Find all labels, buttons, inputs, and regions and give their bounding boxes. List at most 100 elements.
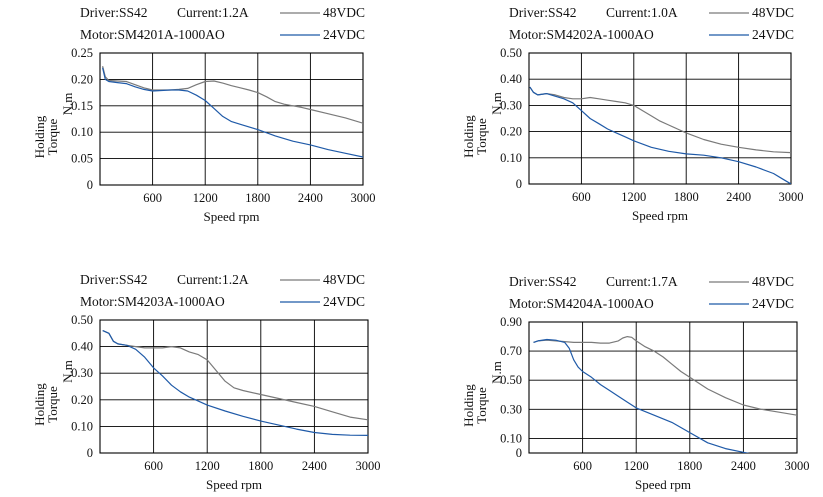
driver-label: Driver:SS42: [509, 274, 577, 289]
legend-label-24vdc: 24VDC: [323, 27, 365, 42]
y-tick-label: 0: [87, 178, 93, 192]
plot-frame: [99, 52, 364, 186]
x-tick-label: 2400: [726, 190, 751, 204]
x-tick-label: 1800: [677, 459, 702, 473]
y-tick-label: 0.10: [500, 431, 522, 445]
x-tick-label: 2400: [298, 191, 323, 205]
y-axis-label-torque: Torque: [45, 386, 60, 423]
y-axis-unit: N.m: [60, 93, 75, 116]
y-tick-label: 0.25: [71, 46, 93, 60]
series-line-48vdc: [529, 86, 791, 154]
x-tick-label: 2400: [731, 459, 756, 473]
x-tick-label: 1800: [248, 459, 273, 473]
legend-label-48vdc: 48VDC: [323, 272, 365, 287]
legend-label-48vdc: 48VDC: [323, 5, 365, 20]
y-tick-label: 0.50: [500, 46, 522, 60]
y-tick-label: 0.30: [500, 98, 522, 112]
y-tick-label: 0.20: [500, 125, 522, 139]
series-line-24vdc: [102, 67, 363, 158]
y-axis-unit: N.m: [489, 361, 504, 384]
x-tick-label: 600: [573, 459, 592, 473]
y-tick-label: 0: [87, 446, 93, 460]
driver-label: Driver:SS42: [80, 272, 148, 287]
y-tick-label: 0.10: [500, 151, 522, 165]
series-line-48vdc: [102, 66, 363, 124]
x-axis-label: Speed rpm: [204, 209, 260, 224]
series-line-24vdc: [533, 338, 750, 453]
x-tick-label: 600: [572, 190, 591, 204]
series-line-24vdc: [529, 86, 791, 184]
legend-label-24vdc: 24VDC: [323, 294, 365, 309]
y-axis-label-holding: Holding: [461, 115, 476, 158]
series-line-48vdc: [533, 336, 797, 416]
y-tick-label: 0.20: [71, 72, 93, 86]
y-axis-label-torque: Torque: [474, 387, 489, 424]
series-line-24vdc: [102, 330, 368, 436]
y-tick-label: 0.50: [71, 313, 93, 327]
x-tick-label: 3000: [779, 190, 804, 204]
legend-label-48vdc: 48VDC: [752, 274, 794, 289]
y-tick-label: 0.70: [500, 344, 522, 358]
plot-frame: [99, 319, 369, 454]
x-tick-label: 1800: [245, 191, 270, 205]
series-line-48vdc: [102, 330, 368, 421]
y-tick-label: 0.30: [71, 366, 93, 380]
plot-frame: [528, 52, 792, 185]
y-tick-label: 0.30: [500, 402, 522, 416]
y-tick-label: 0.10: [71, 125, 93, 139]
current-label: Current:1.2A: [177, 272, 249, 287]
x-tick-label: 1200: [624, 459, 649, 473]
driver-label: Driver:SS42: [509, 5, 577, 20]
grid-lines: [529, 53, 791, 184]
driver-label: Driver:SS42: [80, 5, 148, 20]
y-axis-label-holding: Holding: [32, 383, 47, 426]
x-tick-label: 1200: [621, 190, 646, 204]
x-axis-label: Speed rpm: [635, 477, 691, 492]
grid-lines: [529, 322, 797, 453]
motor-label: Motor:SM4204A-1000AO: [509, 296, 654, 311]
torque-chart-3: Driver:SS42 Current:1.2A Motor:SM4203A-100…: [32, 272, 381, 492]
grid-lines: [100, 320, 368, 453]
plot-frame: [528, 321, 798, 454]
y-tick-label: 0.40: [500, 72, 522, 86]
x-tick-label: 1200: [195, 459, 220, 473]
x-axis-label: Speed rpm: [632, 208, 688, 223]
y-tick-label: 0.05: [71, 152, 93, 166]
motor-label: Motor:SM4202A-1000AO: [509, 27, 654, 42]
y-tick-label: 0.50: [500, 373, 522, 387]
x-tick-label: 3000: [356, 459, 381, 473]
y-axis-label-holding: Holding: [32, 115, 47, 158]
torque-chart-4: Driver:SS42 Current:1.7A Motor:SM4204A-100…: [461, 274, 810, 492]
current-label: Current:1.2A: [177, 5, 249, 20]
y-tick-label: 0.90: [500, 315, 522, 329]
current-label: Current:1.7A: [606, 274, 678, 289]
x-tick-label: 1800: [674, 190, 699, 204]
y-tick-label: 0: [516, 177, 522, 191]
y-axis-label-torque: Torque: [474, 118, 489, 155]
y-tick-label: 0: [516, 446, 522, 460]
grid-lines: [100, 53, 363, 185]
x-tick-label: 1200: [193, 191, 218, 205]
y-tick-label: 0.10: [71, 419, 93, 433]
x-tick-label: 600: [143, 191, 162, 205]
y-tick-label: 0.15: [71, 99, 93, 113]
torque-chart-1: Driver:SS42 Current:1.2A Motor:SM4201A-100…: [32, 5, 376, 224]
motor-label: Motor:SM4203A-1000AO: [80, 294, 225, 309]
x-tick-label: 3000: [351, 191, 376, 205]
x-tick-label: 2400: [302, 459, 327, 473]
y-axis-label-torque: Torque: [45, 118, 60, 155]
x-tick-label: 3000: [785, 459, 810, 473]
torque-chart-2: Driver:SS42 Current:1.0A Motor:SM4202A-100…: [461, 5, 804, 223]
legend-label-24vdc: 24VDC: [752, 27, 794, 42]
y-axis-unit: N.m: [489, 92, 504, 115]
x-tick-label: 600: [144, 459, 163, 473]
y-tick-label: 0.40: [71, 340, 93, 354]
current-label: Current:1.0A: [606, 5, 678, 20]
y-axis-unit: N.m: [60, 360, 75, 383]
y-axis-label-holding: Holding: [461, 384, 476, 427]
motor-label: Motor:SM4201A-1000AO: [80, 27, 225, 42]
x-axis-label: Speed rpm: [206, 477, 262, 492]
y-tick-label: 0.20: [71, 393, 93, 407]
legend-label-24vdc: 24VDC: [752, 296, 794, 311]
